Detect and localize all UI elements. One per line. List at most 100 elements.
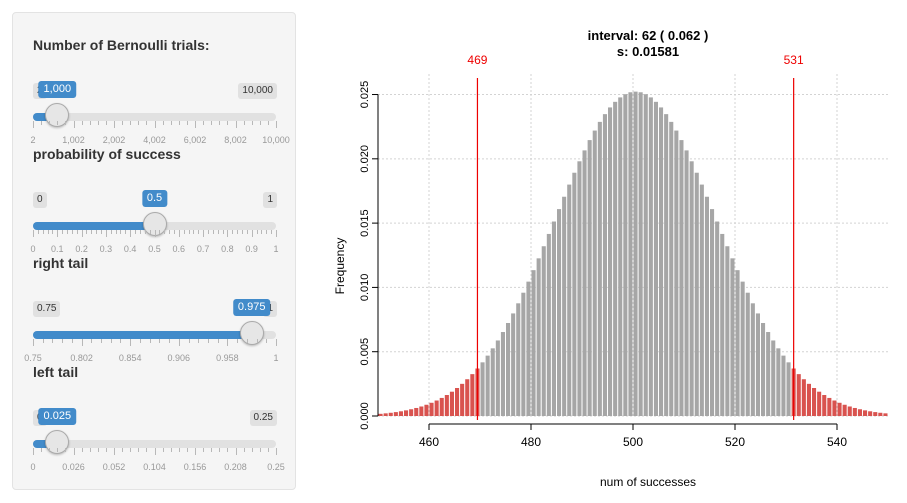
slider-tick (251, 230, 253, 237)
histogram-bar (628, 92, 633, 416)
histogram-bar (577, 161, 582, 416)
histogram-bar (837, 402, 842, 416)
slider-tick-label: 1 (273, 244, 279, 254)
x-tick-label: 500 (623, 435, 643, 449)
histogram-bar (822, 395, 827, 416)
slider-tick (251, 121, 253, 125)
slider-tick (65, 121, 67, 125)
slider-tick (49, 448, 51, 452)
slider-tick-label: 0 (30, 244, 36, 254)
slider-tick (267, 121, 269, 125)
slider-tick (130, 339, 132, 346)
histogram-bar (567, 184, 572, 416)
slider-tick (217, 339, 219, 343)
slider-tick (246, 230, 248, 234)
slider-tick (120, 230, 122, 234)
slider-control-2: right tail 0.75 1 0.975 0.75 0.802 0.854 0.906 0… (13, 255, 297, 363)
histogram-bar (439, 397, 444, 416)
histogram-bar (643, 94, 648, 416)
histogram-bar (618, 97, 623, 417)
slider-tick (89, 121, 91, 125)
histogram-bar (613, 101, 618, 416)
slider-value-badge: 0.025 (38, 408, 77, 425)
histogram-bar (506, 322, 511, 416)
histogram-bar (873, 412, 878, 416)
slider-tick (138, 121, 140, 125)
slider-tick (178, 230, 180, 237)
slider-tick (86, 230, 88, 234)
slider-tick (62, 230, 64, 234)
histogram-bar (449, 391, 454, 416)
slider-track[interactable] (33, 440, 276, 448)
slider-tick (178, 121, 180, 125)
slider-tick (178, 339, 180, 346)
histogram-bar (536, 258, 541, 416)
histogram-bar (587, 140, 592, 416)
histogram-bar (812, 387, 817, 416)
slider-tick (71, 339, 73, 343)
slider-max-label: 0.25 (249, 410, 277, 426)
slider-tick (101, 230, 103, 234)
histogram-bar (500, 332, 505, 416)
histogram-bar (735, 270, 740, 416)
slider-tick (178, 448, 180, 452)
slider-tick (259, 448, 261, 452)
slider-tick (71, 230, 73, 234)
slider-tick (227, 121, 229, 125)
slider-tick-label: 0.052 (102, 462, 126, 472)
slider-handle[interactable] (239, 321, 264, 345)
slider-track[interactable] (33, 113, 276, 121)
slider-tick (146, 448, 148, 452)
x-tick-label: 480 (521, 435, 541, 449)
slider-track[interactable] (33, 331, 276, 339)
slider-min-label: 0.75 (33, 301, 61, 317)
slider-tick (73, 448, 75, 455)
slider-tick (33, 121, 34, 128)
histogram-bar (460, 383, 465, 416)
slider-tick (207, 230, 209, 234)
slider-tick (186, 121, 188, 125)
histogram-bar (832, 400, 837, 416)
histogram-bar (883, 413, 888, 416)
slider-tick (219, 448, 221, 452)
y-tick-label: 0.025 (359, 81, 371, 109)
slider-tick (164, 230, 166, 234)
slider-fill (33, 222, 155, 230)
slider-label: right tail (33, 255, 89, 271)
slider-tick (203, 230, 205, 237)
slider-tick (57, 121, 59, 125)
histogram-bar (720, 233, 725, 416)
slider-tick (227, 448, 229, 452)
histogram-bar (480, 362, 485, 416)
slider-tick (219, 121, 221, 125)
slider-tick-label: 0.7 (196, 244, 210, 254)
histogram-bar (638, 92, 643, 416)
histogram-bar (597, 121, 602, 416)
slider-tick (41, 121, 43, 125)
slider-tick (122, 448, 124, 452)
slider-tick (267, 448, 269, 452)
histogram-bar (414, 407, 419, 416)
histogram-bar (393, 412, 398, 416)
slider-tick-label: 10,000 (262, 135, 290, 145)
slider-tick-label: 0.906 (167, 353, 191, 363)
slider-tick-label: 0.4 (123, 244, 137, 254)
slider-tick (114, 448, 115, 455)
slider-label: left tail (33, 364, 79, 380)
slider-tick (105, 448, 107, 452)
slider-tick (154, 230, 156, 237)
histogram-bar (771, 340, 776, 416)
chart-title-line1: interval: 62 ( 0.062 ) (588, 28, 709, 43)
slider-tick (211, 448, 213, 452)
slider-tick (193, 230, 195, 234)
histogram-bar (781, 355, 786, 416)
slider-value-badge: 0.5 (141, 190, 168, 207)
slider-tick (256, 230, 258, 234)
histogram-bar (659, 107, 664, 417)
slider-tick (52, 230, 54, 234)
slider-control-3: left tail00.250.02500.0260.0520.1040.156… (13, 364, 297, 472)
histogram-bar (766, 332, 771, 416)
histogram-bar (827, 397, 832, 416)
slider-tick (266, 339, 268, 343)
histogram-bar (740, 281, 745, 416)
